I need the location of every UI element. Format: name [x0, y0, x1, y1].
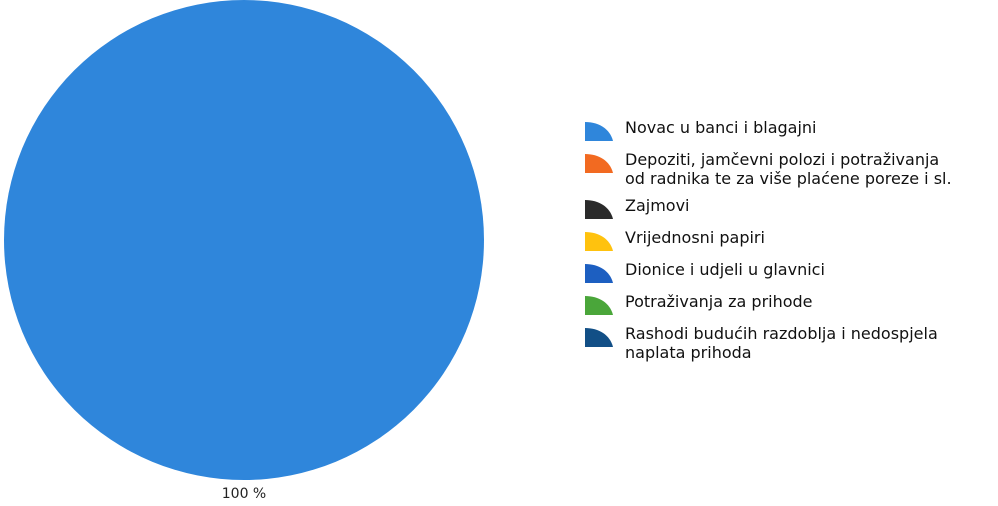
legend-item: Zajmovi	[582, 196, 992, 220]
legend-wedge-icon	[585, 328, 613, 347]
legend-label: Novac u banci i blagajni	[625, 118, 817, 137]
legend-item: Vrijednosni papiri	[582, 228, 992, 252]
legend-wedge-icon	[585, 122, 613, 141]
legend-label: Vrijednosni papiri	[625, 228, 765, 247]
pie-labels: 100 %	[222, 486, 266, 502]
pie-slice	[4, 0, 484, 480]
legend-swatch	[582, 198, 616, 220]
legend-item: Dionice i udjeli u glavnici	[582, 260, 992, 284]
chart-legend: Novac u banci i blagajni Depoziti, jamče…	[582, 118, 992, 370]
legend-swatch	[582, 230, 616, 252]
legend-label: Potraživanja za prihode	[625, 292, 813, 311]
legend-label: Depoziti, jamčevni polozi i potraživanja…	[625, 150, 952, 188]
legend-label: Dionice i udjeli u glavnici	[625, 260, 825, 279]
legend-wedge-icon	[585, 296, 613, 315]
legend-swatch	[582, 152, 616, 174]
legend-wedge-icon	[585, 232, 613, 251]
legend-wedge-icon	[585, 200, 613, 219]
legend-swatch	[582, 262, 616, 284]
legend-wedge-icon	[585, 154, 613, 173]
legend-label: Rashodi budućih razdoblja i nedospjela n…	[625, 324, 938, 362]
slice-value-label: 100 %	[222, 486, 266, 502]
legend-item: Potraživanja za prihode	[582, 292, 992, 316]
legend-swatch	[582, 326, 616, 348]
legend-item: Novac u banci i blagajni	[582, 118, 992, 142]
legend-wedge-icon	[585, 264, 613, 283]
legend-label: Zajmovi	[625, 196, 690, 215]
pie-slices	[4, 0, 484, 480]
legend-swatch	[582, 120, 616, 142]
legend-item: Depoziti, jamčevni polozi i potraživanja…	[582, 150, 992, 188]
legend-swatch	[582, 294, 616, 316]
legend-item: Rashodi budućih razdoblja i nedospjela n…	[582, 324, 992, 362]
